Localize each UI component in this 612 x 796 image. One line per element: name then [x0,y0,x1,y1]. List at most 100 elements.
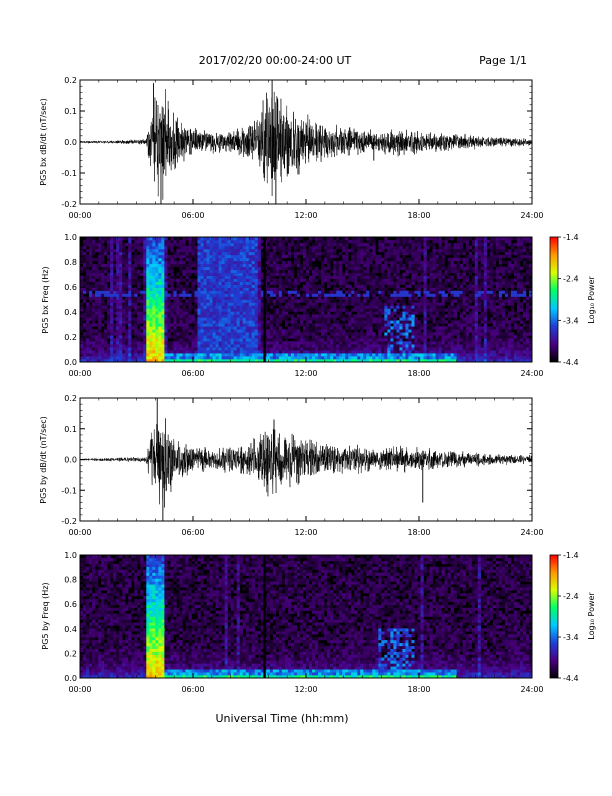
spectrogram-cell [258,305,261,308]
spectrogram-cell [414,350,417,353]
spectrogram-cell [252,341,255,344]
spectrogram-cell [246,249,249,252]
spectrogram-cell [375,350,378,353]
spectrogram-cell [427,317,430,320]
spectrogram-cell [424,338,427,341]
spectrogram-cell [164,332,167,335]
spectrogram-cell [454,353,457,356]
spectrogram-cell [198,243,201,246]
spectrogram-cell [134,308,137,311]
spectrogram-cell [424,305,427,308]
spectrogram-cell [387,246,390,249]
spectrogram-cell [228,240,231,243]
spectrogram-cell [198,297,201,300]
spectrogram-cell [158,314,161,317]
spectrogram-cell [146,264,149,267]
spectrogram-cell [372,291,375,294]
spectrogram-cell [146,279,149,282]
spectrogram-cell [396,279,399,282]
spectrogram-cell [104,270,107,273]
spectrogram-cell [384,326,387,329]
spectrogram-cell [249,341,252,344]
spectrogram-cell [405,252,408,255]
spectrogram-cell [167,261,170,264]
spectrogram-cell [164,305,167,308]
spectrogram-cell [107,279,110,282]
spectrogram-cell [152,249,155,252]
spectrogram-cell [107,308,110,311]
spectrogram-cell [384,344,387,347]
spectrogram-cell [207,329,210,332]
spectrogram-cell [195,329,198,332]
spectrogram-cell [258,344,261,347]
spectrogram-cell [158,341,161,344]
spectrogram-cell [427,356,430,359]
spectrogram-cell [149,317,152,320]
spectrogram-cell [276,320,279,323]
spectrogram-cell [424,267,427,270]
spectrogram-cell [333,332,336,335]
spectrogram-cell [303,294,306,297]
spectrogram-cell [387,249,390,252]
spectrogram-cell [439,314,442,317]
spectrogram-cell [98,243,101,246]
spectrogram-cell [198,353,201,356]
spectrogram-cell [445,338,448,341]
spectrogram-cell [170,282,173,285]
spectrogram-cell [137,255,140,258]
spectrogram-cell [384,302,387,305]
spectrogram-cell [309,332,312,335]
spectrogram-cell [210,282,213,285]
spectrogram-cell [188,311,191,314]
spectrogram-cell [119,341,122,344]
spectrogram-cell [240,243,243,246]
spectrogram-cell [330,308,333,311]
spectrogram-cell [198,320,201,323]
spectrogram-cell [390,347,393,350]
spectrogram-cell [131,249,134,252]
spectrogram-cell [149,350,152,353]
spectrogram-cell [176,356,179,359]
spectrogram-cell [176,302,179,305]
spectrogram-cell [430,273,433,276]
spectrogram-cell [445,335,448,338]
spectrogram-cell [279,243,282,246]
spectrogram-cell [417,308,420,311]
spectrogram-cell [216,297,219,300]
spectrogram-cell [113,311,116,314]
spectrogram-cell [225,335,228,338]
spectrogram-cell [134,297,137,300]
spectrogram-cell [381,347,384,350]
spectrogram-cell [360,246,363,249]
spectrogram-cell [131,323,134,326]
spectrogram-cell [92,279,95,282]
spectrogram-cell [89,240,92,243]
spectrogram-cell [113,323,116,326]
spectrogram-cell [414,297,417,300]
spectrogram-cell [143,285,146,288]
spectrogram-cell [179,279,182,282]
spectrogram-cell [454,311,457,314]
spectrogram-cell [306,270,309,273]
spectrogram-cell [276,314,279,317]
spectrogram-cell [249,300,252,303]
spectrogram-cell [228,270,231,273]
spectrogram-cell [454,338,457,341]
spectrogram-cell [182,246,185,249]
spectrogram-cell [463,297,466,300]
spectrogram-cell [384,353,387,356]
spectrogram-cell [297,323,300,326]
spectrogram-cell [390,255,393,258]
spectrogram-cell [249,279,252,282]
spectrogram-cell [104,338,107,341]
spectrogram-cell [222,249,225,252]
spectrogram-cell [252,291,255,294]
spectrogram-cell [107,356,110,359]
spectrogram-cell [234,320,237,323]
spectrogram-cell [185,246,188,249]
spectrogram-cell [360,300,363,303]
spectrogram-cell [300,273,303,276]
spectrogram-cell [445,249,448,252]
spectrogram-cell [273,282,276,285]
spectrogram-cell [222,347,225,350]
